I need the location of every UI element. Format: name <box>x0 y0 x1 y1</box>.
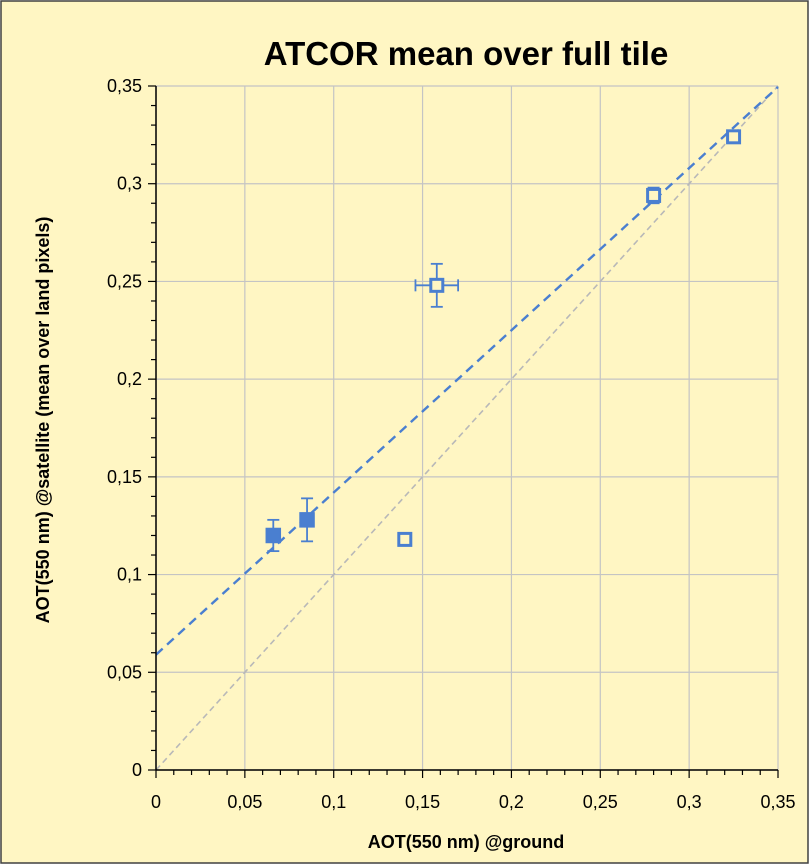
y-tick-label: 0,35 <box>107 76 142 96</box>
axes <box>148 85 779 778</box>
trendline <box>155 86 779 656</box>
hollow-square-marker <box>429 277 445 293</box>
y-axis-label: AOT(550 nm) @satellite (mean over land p… <box>33 217 53 624</box>
data-point <box>299 497 315 543</box>
y-tick-label: 0,2 <box>117 369 142 389</box>
grid <box>155 85 779 771</box>
y-tick-label: 0 <box>132 760 142 780</box>
x-tick-label: 0,2 <box>499 792 524 812</box>
y-tick-label: 0,15 <box>107 467 142 487</box>
filled-square-marker <box>265 527 282 544</box>
y-tick-label: 0,3 <box>117 174 142 194</box>
hollow-square-marker <box>726 129 742 145</box>
x-tick-label: 0,25 <box>583 792 618 812</box>
data-point <box>414 262 460 308</box>
x-tick-label: 0,05 <box>227 792 262 812</box>
x-tick-label: 0,3 <box>677 792 702 812</box>
y-tick-label: 0,05 <box>107 662 142 682</box>
data-point <box>265 518 282 553</box>
x-tick-label: 0,15 <box>405 792 440 812</box>
y-tick-label: 0,25 <box>107 271 142 291</box>
x-tick-label: 0,1 <box>321 792 346 812</box>
chart-title: ATCOR mean over full tile <box>264 35 669 72</box>
reference-line <box>155 85 779 771</box>
data-points <box>265 129 742 553</box>
x-tick-label: 0,35 <box>760 792 795 812</box>
x-axis-label: AOT(550 nm) @ground <box>368 832 565 852</box>
data-point <box>726 129 742 145</box>
x-tick-label: 0 <box>151 792 161 812</box>
hollow-square-marker <box>397 531 413 547</box>
data-point <box>397 531 413 547</box>
hollow-square-marker <box>646 187 662 203</box>
tick-labels: 0 0,05 0,1 0,15 0,2 0,25 0,3 0,35 0 0,05 0,1 0,15 0,… <box>107 76 796 812</box>
data-point <box>646 186 662 205</box>
reference-line-layer <box>155 85 779 771</box>
filled-square-marker <box>299 512 315 528</box>
y-tick-label: 0,1 <box>117 565 142 585</box>
trendline-layer <box>155 86 779 656</box>
